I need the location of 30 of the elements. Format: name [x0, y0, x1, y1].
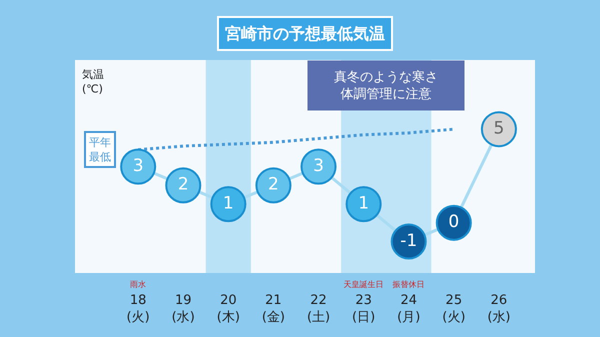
point [165, 167, 202, 204]
point [255, 167, 292, 204]
y-axis-title: 気温 (℃) [82, 68, 104, 96]
point [210, 186, 246, 222]
x-tick-label: 25 (火) [442, 292, 466, 325]
data-label: 3 [313, 156, 324, 176]
x-tick-label: 22 (土) [306, 292, 330, 325]
point [480, 111, 517, 148]
data-label: 0 [448, 212, 460, 232]
data-label: -1 [400, 230, 418, 251]
data-label: 2 [268, 174, 279, 195]
data-label: 2 [178, 174, 189, 195]
data-label: 1 [222, 193, 234, 214]
x-tick-label: 20 (木) [216, 292, 240, 325]
band-label: 真冬のような寒さ体調管理に注意 [334, 69, 438, 102]
x-tick-label: 26 (水) [487, 292, 510, 325]
point [346, 186, 382, 222]
point [120, 148, 156, 185]
x-tick-label: 雨水 18 (火) [126, 280, 150, 325]
x-tick-label: 19 (水) [172, 292, 195, 325]
x-tick-label: 振替休日 24 (月) [392, 280, 425, 325]
point [300, 148, 337, 185]
data-label: 3 [132, 156, 144, 176]
x-tick-label: 天皇誕生日 23 (日) [344, 280, 384, 325]
chart-title: 宮崎市の予想最低気温 [225, 24, 385, 43]
data-label: 5 [494, 118, 504, 138]
data-label: 1 [358, 193, 370, 214]
text: 平年最低 [89, 136, 111, 164]
point [436, 204, 472, 241]
x-tick-label: 21 (金) [262, 292, 286, 325]
